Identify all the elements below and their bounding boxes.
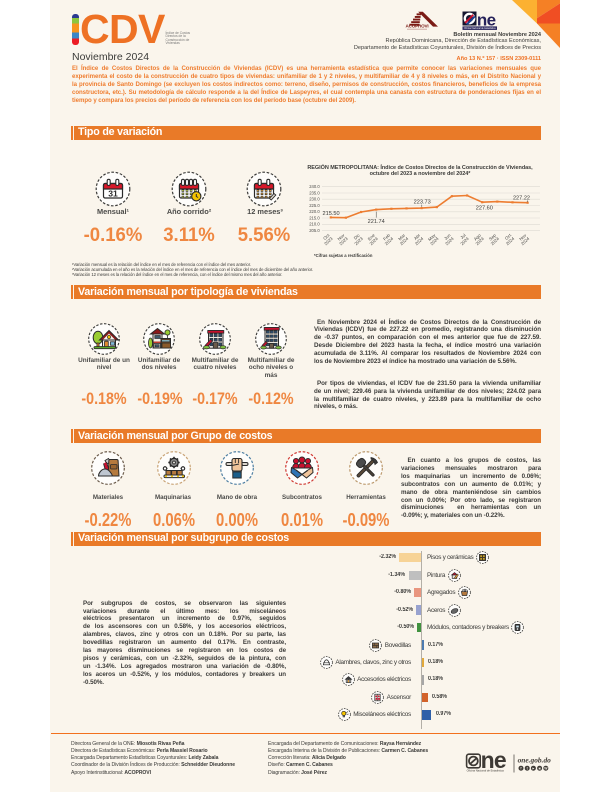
svg-text:Dic2023: Dic2023 <box>350 232 364 246</box>
svg-text:Jun2024: Jun2024 <box>441 232 455 246</box>
svg-text:►: ► <box>532 767 535 771</box>
svg-text:Oct2023: Oct2023 <box>320 232 334 246</box>
svg-text:◙: ◙ <box>539 767 541 771</box>
svg-text:f: f <box>520 767 522 771</box>
svg-text:220.0: 220.0 <box>309 209 320 214</box>
svg-text:Oficina Nacional de Estadístic: Oficina Nacional de Estadística <box>464 27 497 30</box>
svg-text:210.0: 210.0 <box>309 222 320 227</box>
svg-text:Nov2023: Nov2023 <box>335 232 349 246</box>
svg-text:one.gob.do: one.gob.do <box>518 756 552 765</box>
svg-text:223.73: 223.73 <box>414 200 431 206</box>
svg-text:Oct2024: Oct2024 <box>502 232 516 246</box>
svg-text:Abr2024: Abr2024 <box>411 232 425 246</box>
svg-text:227.22: 227.22 <box>513 195 530 201</box>
svg-text:215.50: 215.50 <box>323 211 340 217</box>
svg-text:31: 31 <box>108 188 118 198</box>
svg-text:ne: ne <box>481 751 506 773</box>
svg-text:215.0: 215.0 <box>309 215 320 220</box>
svg-text:ACOPROVI: ACOPROVI <box>406 24 429 29</box>
svg-text:Feb2024: Feb2024 <box>381 232 395 246</box>
svg-text:W: W <box>544 767 548 771</box>
svg-text:Nov2024: Nov2024 <box>517 232 531 246</box>
svg-text:Oficina Nacional de Estadístic: Oficina Nacional de Estadística <box>467 769 505 773</box>
svg-text:Ago2024: Ago2024 <box>471 232 485 246</box>
svg-text:227.60: 227.60 <box>476 206 493 212</box>
svg-text:Ene2024: Ene2024 <box>365 232 379 246</box>
svg-text:Sep2024: Sep2024 <box>486 232 500 246</box>
svg-text:205.0: 205.0 <box>309 228 320 233</box>
svg-text:t: t <box>527 767 529 771</box>
svg-text:ne: ne <box>477 11 496 29</box>
svg-text:235.0: 235.0 <box>309 190 320 195</box>
svg-text:Jul2024: Jul2024 <box>456 232 470 246</box>
svg-text:May2024: May2024 <box>426 232 440 246</box>
svg-text:221.74: 221.74 <box>368 219 385 225</box>
svg-text:240.0: 240.0 <box>309 184 320 189</box>
svg-text:225.0: 225.0 <box>309 203 320 208</box>
svg-text:230.0: 230.0 <box>309 197 320 202</box>
svg-text:Mar2024: Mar2024 <box>396 232 410 246</box>
